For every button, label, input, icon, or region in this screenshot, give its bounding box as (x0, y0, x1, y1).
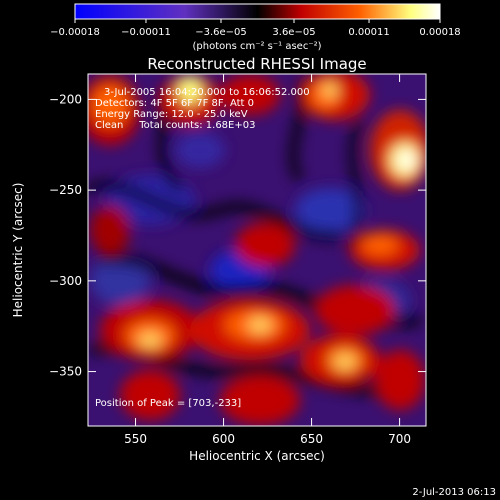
colorbar-tick-label: −3.6e−05 (195, 27, 247, 38)
colorbar-tick-label: −0.00018 (50, 27, 100, 38)
colorbar-tick-label: 3.6e−05 (272, 27, 315, 38)
annotation-clean-counts: Clean Total counts: 1.68E+03 (95, 120, 255, 131)
x-axis-ticks: 550 600 650 700 (124, 74, 411, 446)
y-tick-label: −350 (49, 365, 82, 379)
x-tick-label: 550 (124, 432, 147, 446)
annotation-time-range: 3-Jul-2005 16:04:20.000 to 16:06:52.000 (104, 87, 310, 98)
y-tick-label: −200 (49, 92, 82, 106)
y-axis-ticks: −200 −250 −300 −350 (49, 92, 426, 379)
colorbar-tick-label: 0.00018 (419, 27, 460, 38)
y-tick-label: −300 (49, 274, 82, 288)
colorbar-tick-label: −0.00011 (121, 27, 171, 38)
heatmap-image (88, 74, 426, 425)
annotation-energy-range: Energy Range: 12.0 - 25.0 keV (95, 109, 248, 120)
x-tick-label: 700 (388, 432, 411, 446)
colorbar (74, 3, 441, 20)
x-tick-label: 650 (300, 432, 323, 446)
plot-frame (87, 73, 427, 427)
annotation-peak-position: Position of Peak = [703,-233] (95, 398, 241, 409)
x-axis-label: Heliocentric X (arcsec) (189, 449, 325, 463)
colorbar-tick-label: 0.00011 (348, 27, 389, 38)
chart-title: Reconstructed RHESSI Image (147, 55, 366, 73)
x-tick-label: 600 (212, 432, 235, 446)
colorbar-unit-label: (photons cm⁻² s⁻¹ asec⁻²) (192, 41, 321, 52)
colorbar-ticks: −0.00018 −0.00011 −3.6e−05 3.6e−05 0.00011 0.… (50, 19, 461, 38)
footer-timestamp: 2-Jul-2013 06:13 (412, 487, 496, 498)
y-tick-label: −250 (49, 183, 82, 197)
y-axis-label: Heliocentric Y (arcsec) (11, 183, 25, 318)
annotation-detectors: Detectors: 4F 5F 6F 7F 8F, Att 0 (95, 98, 254, 109)
